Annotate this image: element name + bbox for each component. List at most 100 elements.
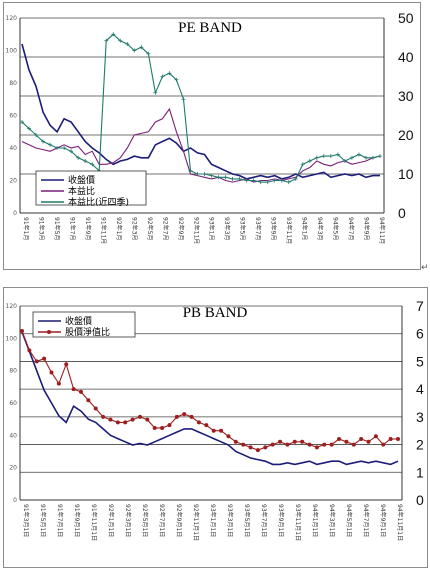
series-point — [359, 437, 364, 442]
series-point — [279, 178, 284, 183]
series-point — [366, 439, 371, 444]
x-tick-label: 91年3月 — [37, 217, 45, 240]
series-point — [71, 387, 76, 392]
series-point — [219, 428, 224, 433]
pe-band-x-tick-labels: 91年1月 91年3月 91年5月 91年7月 91年9月 91年11月 92年1月 92年3… — [22, 217, 386, 244]
series-point — [258, 180, 263, 185]
series-point — [195, 172, 200, 176]
right-axis-tick-label: 7 — [416, 298, 424, 314]
series-point — [230, 176, 235, 181]
left-axis-tick-label: 0 — [13, 210, 17, 217]
series-point — [27, 126, 32, 131]
series-point — [78, 389, 83, 394]
series-point — [123, 420, 128, 425]
series-point — [321, 154, 326, 159]
series-point — [181, 97, 186, 102]
x-tick-label: 91年7月 — [68, 217, 76, 240]
x-tick-label: 91年5月 — [53, 217, 61, 240]
legend-box — [35, 170, 147, 206]
x-tick-label: 92年3月1日 — [124, 504, 132, 537]
series-point — [34, 133, 39, 137]
series-point — [233, 439, 238, 444]
x-tick-label: 93年1月1日 — [209, 504, 217, 537]
series-2 — [20, 32, 382, 185]
x-tick-label: 94年11月 — [378, 217, 386, 244]
series-point — [300, 162, 305, 167]
series-point — [373, 434, 378, 439]
x-tick-label: 94年5月1日 — [345, 504, 353, 537]
series-line — [21, 33, 381, 183]
series-point — [83, 159, 88, 163]
right-axis-tick-label: 20 — [398, 127, 414, 143]
series-point — [174, 414, 179, 419]
series-point — [86, 398, 91, 403]
pe-band-title: PE BAND — [178, 20, 242, 36]
legend-marker — [47, 330, 51, 334]
series-point — [174, 77, 179, 82]
x-tick-label: 93年11月 — [285, 217, 293, 244]
right-axis-tick-label: 0 — [416, 492, 424, 508]
x-tick-label: 93年11月1日 — [294, 504, 302, 541]
x-tick-label: 91年7月1日 — [56, 504, 64, 537]
legend-label: 收盤價 — [65, 315, 92, 327]
legend-label: 股價淨值比 — [65, 326, 110, 338]
pb-band-x-tick-labels: 91年3月1日 91年5月1日 91年7月1日 91年9月1日 91年11月1日 92年1… — [22, 504, 404, 541]
left-axis-tick-label: 40 — [9, 432, 17, 439]
left-axis-tick-label: 120 — [6, 303, 18, 310]
series-line — [21, 107, 381, 183]
legend-label: 本益比(近四季) — [68, 196, 129, 208]
right-axis-tick-label: 5 — [416, 353, 424, 369]
series-point — [356, 152, 361, 157]
pe-band-axes: 0 10 20 30 40 50 0 20 40 60 80 100 120 — [6, 10, 414, 221]
series-point — [182, 412, 187, 417]
series-point — [322, 442, 327, 447]
series-0 — [21, 43, 380, 180]
series-point — [329, 442, 334, 447]
left-axis-tick-label: 40 — [9, 145, 17, 152]
x-tick-label: 91年9月 — [84, 217, 92, 240]
x-tick-label: 93年9月 — [270, 217, 278, 240]
x-tick-label: 91年5月1日 — [39, 504, 47, 537]
x-tick-label: 94年1月 — [301, 217, 309, 240]
x-tick-label: 93年9月1日 — [277, 504, 285, 537]
left-axis-tick-label: 100 — [6, 335, 18, 342]
series-point — [69, 149, 74, 154]
left-axis-tick-label: 20 — [9, 178, 17, 185]
x-tick-label: 91年1月 — [22, 217, 30, 240]
right-axis-tick-label: 50 — [398, 10, 414, 26]
left-axis-tick-label: 100 — [6, 48, 18, 55]
right-axis-tick-label: 40 — [398, 49, 414, 65]
series-point — [62, 146, 67, 150]
series-point — [293, 176, 298, 181]
pe-band-panel: PE BAND 0 10 20 30 40 50 0 20 40 60 80 100 120 91年1月… — [0, 0, 430, 276]
right-axis-tick-label: 2 — [416, 437, 424, 453]
x-tick-label: 93年3月1日 — [226, 504, 234, 537]
right-axis-tick-label: 1 — [416, 464, 424, 480]
series-point — [328, 154, 333, 159]
series-point — [381, 442, 386, 447]
series-point — [145, 417, 150, 422]
series-point — [27, 348, 32, 353]
series-point — [378, 154, 382, 159]
pb-band-axes: 0 1 2 3 4 5 6 7 0 20 40 60 80 100 120 — [6, 298, 424, 508]
pe-band-series — [20, 32, 382, 185]
x-tick-label: 92年7月1日 — [158, 504, 166, 537]
pe-band-frame — [3, 2, 421, 270]
series-point — [48, 142, 53, 147]
series-point — [167, 71, 172, 76]
x-tick-label: 93年3月 — [223, 217, 231, 240]
right-axis-tick-label: 10 — [398, 166, 414, 182]
series-point — [153, 90, 158, 95]
pb-band-panel: PB BAND 0 1 2 3 4 5 6 7 0 20 40 60 80 100 120 91年3月1日 9… — [0, 284, 430, 569]
x-tick-label: 93年5月 — [239, 217, 247, 240]
x-tick-label: 92年1月 — [115, 217, 123, 240]
x-tick-label: 91年11月 — [99, 217, 107, 244]
legend-label: 收盤價 — [68, 174, 95, 186]
pe-band-gridlines — [20, 17, 384, 175]
left-axis-tick-label: 80 — [9, 80, 17, 87]
series-point — [278, 439, 283, 444]
series-line — [21, 330, 398, 451]
series-point — [76, 155, 81, 160]
series-point — [344, 439, 349, 444]
